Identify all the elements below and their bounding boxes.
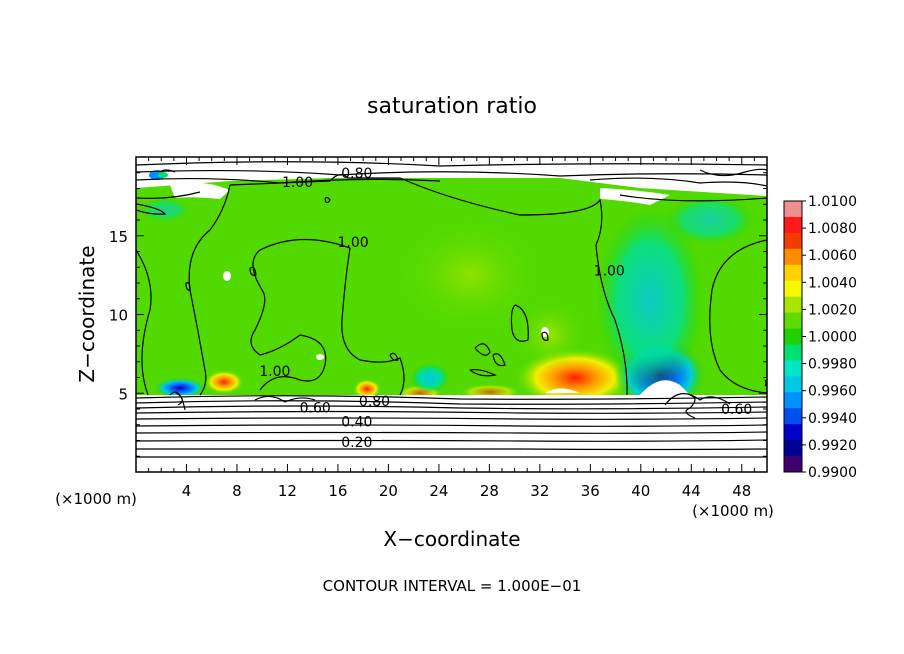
colorbar-swatch [784, 328, 802, 345]
x-tick-label: 32 [530, 482, 549, 500]
colorbar-swatch [784, 360, 802, 377]
x-unit-left: (×1000 m) [55, 490, 137, 508]
contour-interval-footer: CONTOUR INTERVAL = 1.000E−01 [323, 577, 582, 595]
y-axis-title: Z−coordinate [75, 245, 99, 382]
colorbar-label: 1.0020 [808, 302, 857, 318]
saturation-field [136, 157, 767, 472]
chart-title: saturation ratio [367, 94, 537, 119]
contour-label: 0.80 [359, 394, 390, 410]
x-tick-label: 40 [631, 482, 650, 500]
colorbar-swatch [784, 392, 802, 409]
colorbar-swatch [784, 376, 802, 393]
x-tick-label: 8 [232, 482, 242, 500]
colorbar-swatch [784, 264, 802, 282]
x-axis-title: X−coordinate [383, 527, 520, 551]
colorbar-label: 0.9960 [808, 384, 857, 400]
contour-label: 1.00 [337, 235, 368, 251]
colorbar-swatch [784, 456, 802, 473]
colorbar-label: 0.9940 [808, 411, 857, 427]
colorbar-label: 1.0000 [808, 330, 857, 346]
colorbar: 1.0100 1.0080 1.0060 1.0040 1.0020 1.0000 0.99… [783, 194, 857, 481]
x-unit-right: (×1000 m) [692, 502, 774, 520]
x-tick-label: 4 [182, 482, 192, 500]
contour-label: 1.00 [259, 364, 290, 380]
contour-1-00 [136, 249, 152, 396]
colorbar-swatch [784, 440, 802, 457]
colorbar-label: 0.9980 [808, 357, 857, 373]
x-tick-label: 48 [732, 482, 751, 500]
colorbar-swatch [784, 424, 802, 441]
contour-lines [136, 161, 767, 458]
colorbar-label: 1.0060 [808, 248, 857, 264]
colorbar-label: 1.0080 [808, 221, 857, 237]
colorbar-swatch [784, 280, 802, 298]
colorbar-swatch [784, 201, 802, 218]
colorbar-swatch [784, 216, 802, 234]
x-tick-label: 36 [581, 482, 600, 500]
colorbar-swatch [784, 248, 802, 266]
x-tick-label: 28 [480, 482, 499, 500]
contour-label: 0.60 [721, 402, 752, 418]
contour-label: 1.00 [282, 175, 313, 191]
colorbar-label: 1.0100 [808, 194, 857, 210]
colorbar-swatch [784, 296, 802, 314]
colorbar-label: 0.9920 [808, 438, 857, 454]
x-axis-ticks: 4 8 12 16 20 24 28 32 36 40 44 48 [148, 157, 755, 500]
contour-labels: 0.80 1.00 1.00 1.00 1.00 0.60 0.80 0.40 0.20 0.60 [259, 166, 752, 451]
contour-label: 0.60 [300, 400, 331, 416]
y-axis-ticks: 5 10 15 [109, 172, 767, 457]
colorbar-swatch [784, 408, 802, 425]
colorbar-swatch [784, 232, 802, 250]
x-tick-label: 44 [682, 482, 701, 500]
contour-label: 0.20 [341, 435, 372, 451]
x-tick-label: 16 [328, 482, 347, 500]
colorbar-label: 1.0040 [808, 275, 857, 291]
y-tick-label: 10 [109, 307, 128, 325]
contour-label: 0.80 [341, 166, 372, 182]
x-tick-label: 12 [278, 482, 297, 500]
contour-label: 0.40 [341, 415, 372, 431]
contour-label: 1.00 [594, 263, 625, 279]
y-tick-label: 15 [109, 228, 128, 246]
x-tick-label: 20 [379, 482, 398, 500]
x-tick-label: 24 [429, 482, 448, 500]
colorbar-swatch [784, 344, 802, 361]
colorbar-swatch [784, 312, 802, 330]
colorbar-label: 0.9900 [808, 465, 857, 481]
y-tick-label: 5 [118, 385, 128, 403]
